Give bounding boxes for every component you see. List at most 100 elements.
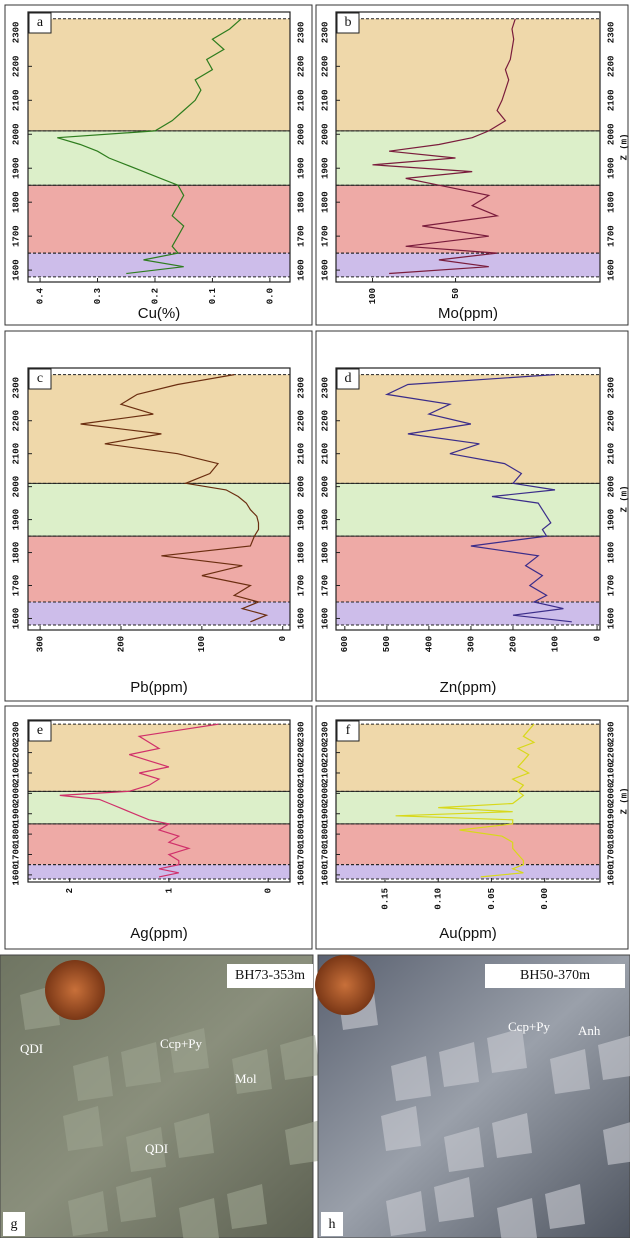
panel-letter: a (37, 15, 44, 30)
value-tick-label: 0.1 (208, 287, 218, 304)
depth-tick-label: 1700 (296, 225, 306, 247)
depth-tick-label: 1600 (606, 259, 616, 281)
mineral-label: QDI (20, 1041, 43, 1056)
depth-tick-label: 2200 (606, 742, 616, 764)
depth-tick-label: 2200 (320, 56, 330, 78)
depth-tick-label: 1800 (320, 542, 330, 564)
value-axis-title: Cu(%) (138, 305, 181, 322)
mineral-label: QDI (145, 1141, 168, 1156)
zone-band (336, 724, 600, 791)
depth-tick-label: 1900 (606, 157, 616, 179)
depth-tick-label: 2000 (320, 123, 330, 145)
depth-tick-label: 2000 (320, 476, 330, 498)
depth-tick-label: 1800 (11, 542, 21, 564)
depth-tick-label: 1700 (296, 844, 306, 866)
depth-tick-label: 1600 (320, 864, 330, 886)
sample-label: BH50-370m (520, 968, 590, 983)
zone-band (336, 19, 600, 131)
depth-tick-label: 2100 (320, 89, 330, 111)
depth-tick-label: 2100 (606, 762, 616, 784)
depth-tick-label: 2300 (296, 377, 306, 399)
value-tick-label: 200 (508, 636, 518, 652)
value-axis-title: Mo(ppm) (438, 305, 498, 322)
mineral-label: Ccp+Py (160, 1036, 203, 1051)
depth-tick-label: 1800 (320, 823, 330, 845)
depth-tick-label: 1700 (606, 844, 616, 866)
value-tick-label: 0.15 (380, 888, 390, 910)
depth-tick-label: 1800 (606, 823, 616, 845)
value-axis-title: Au(ppm) (439, 925, 497, 942)
value-tick-label: 0.2 (150, 288, 160, 304)
depth-tick-label: 1900 (11, 509, 21, 531)
depth-tick-label: 1800 (296, 191, 306, 213)
depth-tick-label: 2000 (296, 476, 306, 498)
panel-letter: f (346, 723, 351, 738)
depth-tick-label: 1900 (606, 509, 616, 531)
depth-tick-label: 2000 (11, 783, 21, 805)
depth-tick-label: 1600 (296, 259, 306, 281)
value-tick-label: 300 (36, 636, 46, 652)
depth-tick-label: 2000 (606, 783, 616, 805)
zone-band (336, 602, 600, 625)
depth-tick-label: 2000 (320, 783, 330, 805)
zone-band (28, 19, 290, 131)
sample-label: BH73-353m (235, 968, 305, 983)
depth-tick-label: 2300 (11, 721, 21, 743)
depth-tick-label: 2000 (296, 783, 306, 805)
depth-tick-label: 1900 (296, 157, 306, 179)
zone-band (336, 865, 600, 879)
depth-tick-label: 2100 (296, 443, 306, 465)
value-tick-label: 100 (550, 636, 560, 652)
depth-tick-label: 2000 (296, 123, 306, 145)
depth-tick-label: 1900 (606, 803, 616, 825)
depth-tick-label: 1900 (11, 157, 21, 179)
value-axis-title: Zn(ppm) (440, 679, 497, 696)
depth-tick-label: 1600 (296, 864, 306, 886)
coin (315, 955, 375, 1015)
depth-tick-label: 2200 (11, 410, 21, 432)
value-tick-label: 0.05 (487, 888, 497, 910)
depth-tick-label: 1800 (320, 191, 330, 213)
zone-band (28, 131, 290, 185)
depth-tick-label: 1800 (11, 191, 21, 213)
zone-band (336, 536, 600, 602)
depth-tick-label: 1700 (320, 575, 330, 597)
depth-tick-label: 1600 (296, 608, 306, 630)
value-tick-label: 400 (424, 636, 434, 652)
depth-tick-label: 2300 (320, 721, 330, 743)
depth-tick-label: 1900 (296, 509, 306, 531)
depth-tick-label: 1600 (606, 608, 616, 630)
depth-tick-label: 1700 (320, 225, 330, 247)
panel-letter: h (329, 1217, 336, 1232)
depth-tick-label: 2300 (606, 721, 616, 743)
depth-tick-label: 1700 (606, 575, 616, 597)
depth-tick-label: 1600 (320, 259, 330, 281)
depth-tick-label: 1600 (320, 608, 330, 630)
depth-tick-label: 2300 (11, 377, 21, 399)
zone-band (336, 791, 600, 824)
value-tick-label: 2 (65, 888, 75, 893)
depth-tick-label: 1900 (320, 803, 330, 825)
depth-tick-label: 2100 (296, 89, 306, 111)
mineral-label: Mol (235, 1071, 257, 1086)
depth-tick-label: 2200 (320, 410, 330, 432)
mineral-label: Ccp+Py (508, 1019, 551, 1034)
figure: 1600160017001700180018001900190020002000… (0, 0, 630, 1238)
value-tick-label: 100 (197, 636, 207, 652)
value-tick-label: 0 (592, 636, 602, 641)
depth-tick-label: 2300 (296, 22, 306, 44)
depth-tick-label: 1800 (606, 542, 616, 564)
depth-tick-label: 2100 (11, 443, 21, 465)
depth-tick-label: 2200 (606, 410, 616, 432)
depth-tick-label: 2300 (11, 22, 21, 44)
value-tick-label: 500 (382, 636, 392, 652)
value-axis-title: Pb(ppm) (130, 679, 188, 696)
value-tick-label: 600 (340, 636, 350, 652)
depth-tick-label: 2300 (320, 377, 330, 399)
depth-tick-label: 1700 (296, 575, 306, 597)
mineral-label: Anh (578, 1023, 601, 1038)
depth-tick-label: 2300 (320, 22, 330, 44)
zone-band (28, 185, 290, 253)
value-tick-label: 0.10 (434, 888, 444, 910)
depth-tick-label: 2200 (296, 56, 306, 78)
